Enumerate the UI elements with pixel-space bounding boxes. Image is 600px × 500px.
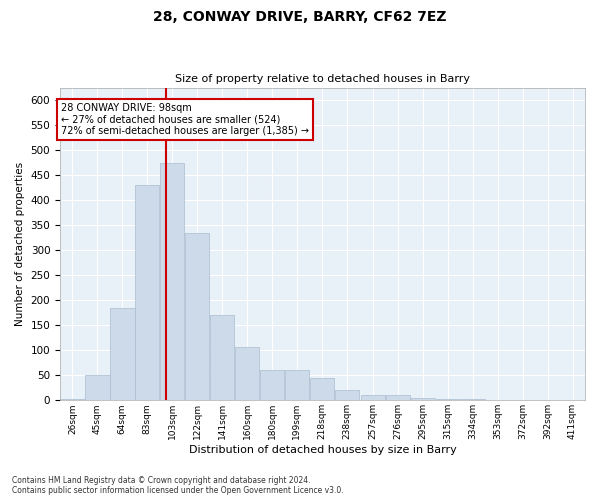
Bar (135, 185, 160, 400)
Y-axis label: Number of detached properties: Number of detached properties (15, 162, 25, 326)
Bar (110, 308, 134, 400)
Bar (185, 232, 209, 400)
Title: Size of property relative to detached houses in Barry: Size of property relative to detached ho… (175, 74, 470, 84)
Text: Contains HM Land Registry data © Crown copyright and database right 2024.
Contai: Contains HM Land Registry data © Crown c… (12, 476, 344, 495)
Bar (85, 376, 110, 400)
Bar (285, 370, 309, 400)
Bar (386, 396, 410, 400)
Text: 28 CONWAY DRIVE: 98sqm
← 27% of detached houses are smaller (524)
72% of semi-de: 28 CONWAY DRIVE: 98sqm ← 27% of detached… (61, 102, 310, 136)
Text: 28, CONWAY DRIVE, BARRY, CF62 7EZ: 28, CONWAY DRIVE, BARRY, CF62 7EZ (153, 10, 447, 24)
Bar (335, 390, 359, 400)
Bar (160, 162, 184, 400)
Bar (411, 398, 435, 400)
Bar (210, 315, 234, 400)
Bar (310, 378, 334, 400)
Bar (61, 399, 85, 400)
Bar (436, 399, 460, 400)
Bar (361, 396, 385, 400)
Bar (260, 370, 284, 400)
Bar (235, 348, 259, 401)
X-axis label: Distribution of detached houses by size in Barry: Distribution of detached houses by size … (188, 445, 457, 455)
